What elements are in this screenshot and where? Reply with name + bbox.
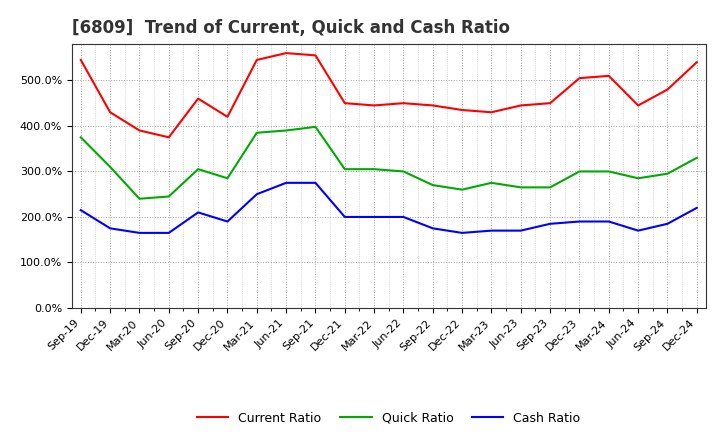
Current Ratio [663, 87, 672, 92]
Cash Ratio [253, 191, 261, 197]
Current Ratio [428, 103, 437, 108]
Quick Ratio [135, 196, 144, 202]
Quick Ratio [663, 171, 672, 176]
Cash Ratio [663, 221, 672, 227]
Quick Ratio [253, 130, 261, 136]
Cash Ratio [575, 219, 584, 224]
Cash Ratio [76, 208, 85, 213]
Current Ratio [634, 103, 642, 108]
Cash Ratio [516, 228, 525, 233]
Current Ratio [370, 103, 379, 108]
Cash Ratio [164, 230, 173, 235]
Quick Ratio [194, 166, 202, 172]
Current Ratio [106, 110, 114, 115]
Cash Ratio [487, 228, 496, 233]
Quick Ratio [164, 194, 173, 199]
Quick Ratio [76, 135, 85, 140]
Current Ratio [341, 100, 349, 106]
Cash Ratio [311, 180, 320, 186]
Quick Ratio [223, 176, 232, 181]
Current Ratio [516, 103, 525, 108]
Cash Ratio [106, 226, 114, 231]
Quick Ratio [311, 124, 320, 129]
Quick Ratio [282, 128, 290, 133]
Cash Ratio [282, 180, 290, 186]
Cash Ratio [135, 230, 144, 235]
Cash Ratio [458, 230, 467, 235]
Line: Cash Ratio: Cash Ratio [81, 183, 697, 233]
Current Ratio [76, 57, 85, 62]
Current Ratio [311, 53, 320, 58]
Current Ratio [458, 107, 467, 113]
Quick Ratio [487, 180, 496, 186]
Text: [6809]  Trend of Current, Quick and Cash Ratio: [6809] Trend of Current, Quick and Cash … [72, 19, 510, 37]
Quick Ratio [370, 166, 379, 172]
Quick Ratio [399, 169, 408, 174]
Cash Ratio [693, 205, 701, 210]
Legend: Current Ratio, Quick Ratio, Cash Ratio: Current Ratio, Quick Ratio, Cash Ratio [192, 407, 585, 429]
Current Ratio [546, 100, 554, 106]
Current Ratio [282, 51, 290, 56]
Cash Ratio [634, 228, 642, 233]
Current Ratio [693, 59, 701, 65]
Cash Ratio [370, 214, 379, 220]
Line: Quick Ratio: Quick Ratio [81, 127, 697, 199]
Cash Ratio [223, 219, 232, 224]
Line: Current Ratio: Current Ratio [81, 53, 697, 137]
Current Ratio [605, 73, 613, 78]
Quick Ratio [341, 166, 349, 172]
Current Ratio [487, 110, 496, 115]
Quick Ratio [458, 187, 467, 192]
Quick Ratio [106, 164, 114, 169]
Current Ratio [194, 96, 202, 101]
Quick Ratio [693, 155, 701, 161]
Current Ratio [164, 135, 173, 140]
Cash Ratio [194, 210, 202, 215]
Quick Ratio [575, 169, 584, 174]
Current Ratio [223, 114, 232, 120]
Current Ratio [253, 57, 261, 62]
Cash Ratio [399, 214, 408, 220]
Cash Ratio [341, 214, 349, 220]
Quick Ratio [516, 185, 525, 190]
Current Ratio [399, 100, 408, 106]
Quick Ratio [428, 183, 437, 188]
Current Ratio [135, 128, 144, 133]
Cash Ratio [546, 221, 554, 227]
Quick Ratio [634, 176, 642, 181]
Cash Ratio [605, 219, 613, 224]
Cash Ratio [428, 226, 437, 231]
Current Ratio [575, 76, 584, 81]
Quick Ratio [546, 185, 554, 190]
Quick Ratio [605, 169, 613, 174]
